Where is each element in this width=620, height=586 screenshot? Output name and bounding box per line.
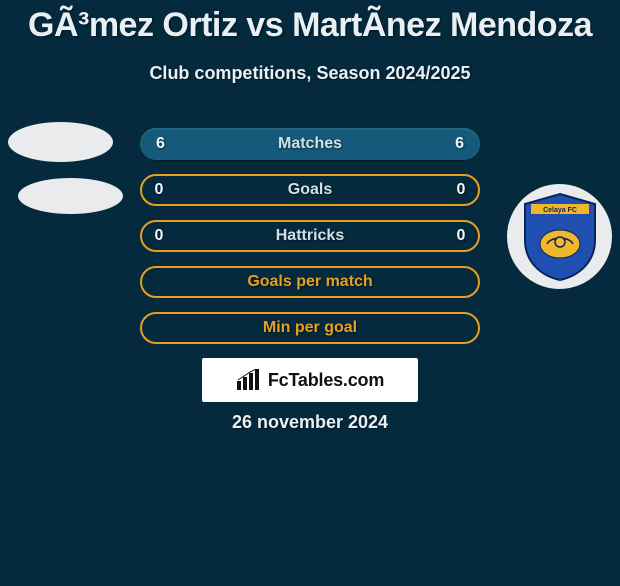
page-subtitle: Club competitions, Season 2024/2025: [0, 63, 620, 84]
brand-text: FcTables.com: [268, 370, 384, 391]
stat-label: Matches: [140, 135, 480, 153]
brand-bar: FcTables.com: [202, 358, 418, 402]
player-left-avatar-top: [8, 122, 113, 162]
team-right-badge: Celaya FC: [507, 184, 612, 289]
player-left-avatar-bottom: [18, 178, 123, 214]
crest-text: Celaya FC: [543, 207, 577, 214]
crest-icon: Celaya FC: [521, 192, 599, 282]
stats-container: 6 Matches 6 0 Goals 0 0 Hattricks 0 Goal…: [140, 128, 480, 358]
page-title: GÃ³mez Ortiz vs MartÃnez Mendoza: [0, 6, 620, 45]
stat-label: Min per goal: [142, 319, 478, 337]
bars-icon: [236, 369, 262, 391]
stat-label: Goals: [142, 181, 478, 199]
stat-row-goals: 0 Goals 0: [140, 174, 480, 206]
stat-label: Hattricks: [142, 227, 478, 245]
stat-row-min-per-goal: Min per goal: [140, 312, 480, 344]
date-label: 26 november 2024: [0, 412, 620, 433]
stat-label: Goals per match: [142, 273, 478, 291]
stat-row-matches: 6 Matches 6: [140, 128, 480, 160]
stat-row-goals-per-match: Goals per match: [140, 266, 480, 298]
stat-row-hattricks: 0 Hattricks 0: [140, 220, 480, 252]
